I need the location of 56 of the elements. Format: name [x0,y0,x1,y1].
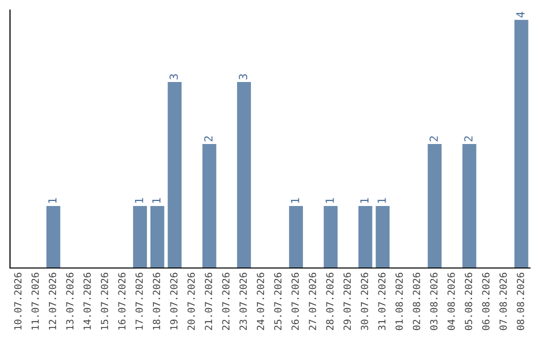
x-tick-label: 11.07.2026 [31,272,39,330]
bar [46,206,60,268]
x-tick-label: 27.07.2026 [308,272,316,330]
x-tick-label: 13.07.2026 [66,272,74,330]
x-tick-label: 24.07.2026 [256,272,264,330]
x-tick-label: 25.07.2026 [274,272,282,330]
data-label: 4 [516,12,524,18]
x-tick-label: 17.07.2026 [135,272,143,330]
x-tick-label: 31.07.2026 [378,272,386,330]
data-label: 1 [326,198,334,203]
x-tick-label: 19.07.2026 [170,272,178,330]
x-tick-label: 14.07.2026 [83,272,91,330]
x-tick-label: 15.07.2026 [100,272,108,330]
bar [289,206,303,268]
x-tick-label: 05.08.2026 [464,272,472,330]
bar [237,82,251,268]
bar [514,20,528,268]
x-tick-label: 20.07.2026 [187,272,195,330]
x-tick-label: 16.07.2026 [118,272,126,330]
x-tick-label: 12.07.2026 [48,272,56,330]
x-tick-label: 29.07.2026 [343,272,351,330]
x-tick-label: 01.08.2026 [395,272,403,330]
bar [462,144,476,268]
bar [428,144,442,268]
x-tick-label: 08.08.2026 [516,272,524,330]
bar [202,144,216,268]
data-label: 1 [134,198,144,203]
x-tick-label: 06.08.2026 [482,272,490,330]
data-label: 1 [48,198,56,203]
data-label: 3 [170,74,178,80]
bar [168,82,182,268]
bar [324,206,338,268]
x-tick-label: 30.07.2026 [360,272,368,330]
x-tick-label: 26.07.2026 [291,272,299,330]
data-label: 1 [378,198,386,203]
data-label: 1 [290,198,300,203]
data-label: 1 [360,198,368,203]
data-label: 2 [430,136,438,142]
bar [376,206,390,268]
data-label: 1 [152,198,160,203]
x-tick-label: 21.07.2026 [204,272,212,330]
x-tick-label: 04.08.2026 [447,272,455,330]
x-tick-label: 07.08.2026 [499,272,507,330]
x-tick-label: 02.08.2026 [412,272,420,330]
x-tick-label: 03.08.2026 [430,272,438,330]
x-tick-label: 18.07.2026 [152,272,160,330]
bar [133,206,147,268]
x-tick-label: 23.07.2026 [239,272,247,330]
data-label: 2 [464,136,472,142]
bar [150,206,164,268]
bar [358,206,372,268]
data-label: 2 [204,136,212,142]
data-label: 3 [238,74,248,80]
x-tick-label: 28.07.2026 [326,272,334,330]
x-tick-label: 22.07.2026 [222,272,230,330]
x-tick-label: 10.07.2026 [14,272,22,330]
